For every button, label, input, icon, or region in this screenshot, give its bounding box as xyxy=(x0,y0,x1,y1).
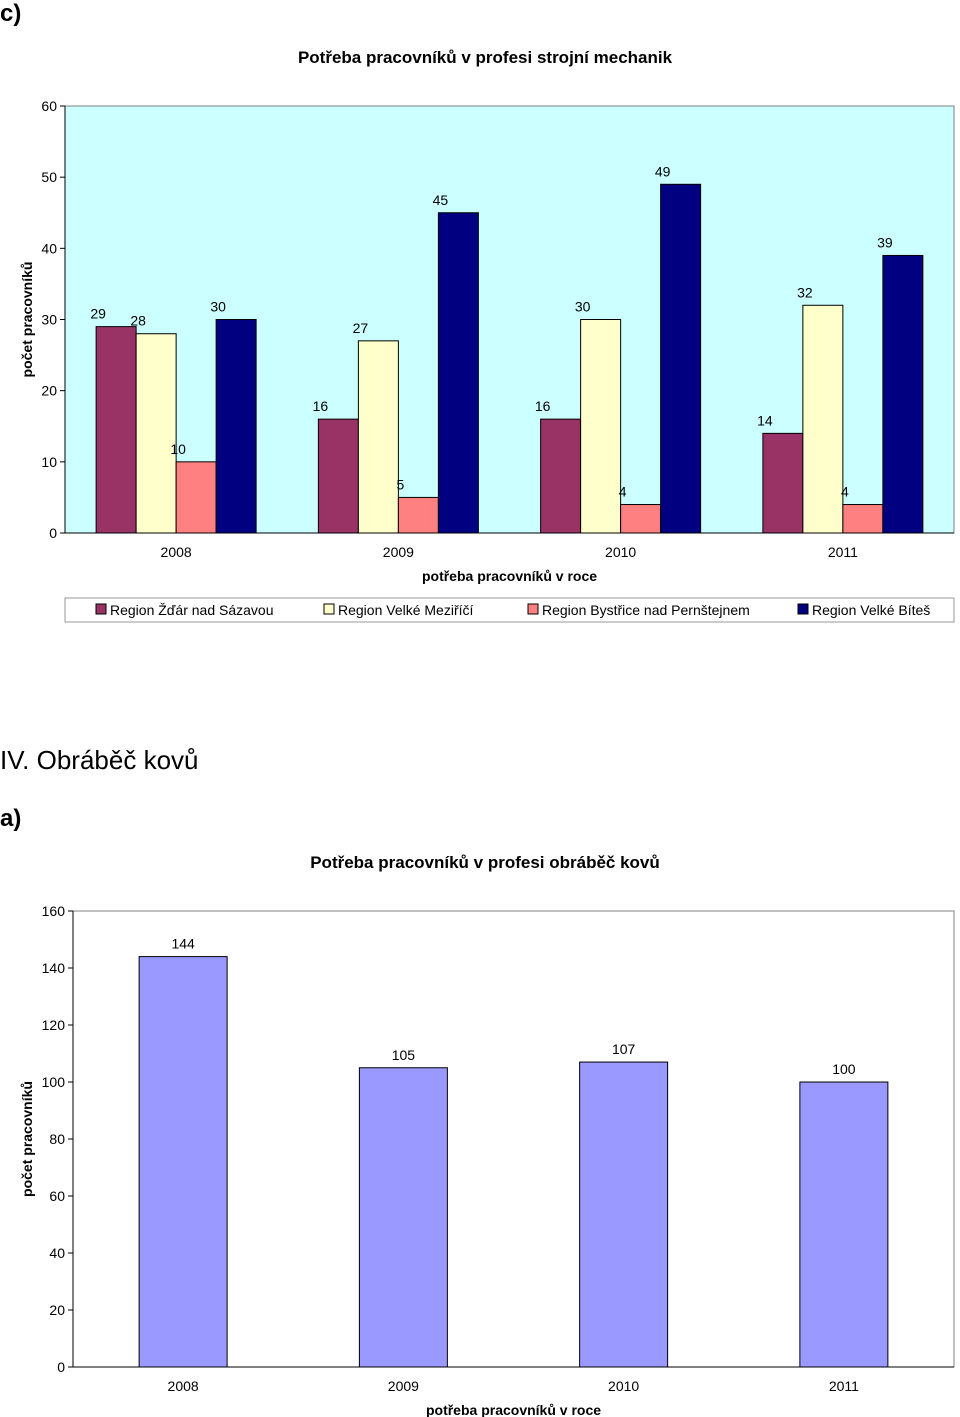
data-label: 14 xyxy=(757,412,773,428)
y-tick-label: 20 xyxy=(49,1302,65,1318)
chart-strojni-mechanik: Potřeba pracovníků v profesi strojní mec… xyxy=(19,48,955,623)
data-label: 107 xyxy=(612,1041,636,1057)
bar xyxy=(358,1067,448,1368)
bar xyxy=(397,496,439,534)
data-label: 39 xyxy=(877,234,893,250)
data-label: 10 xyxy=(170,441,186,457)
y-tick-label: 0 xyxy=(57,1359,65,1375)
bar xyxy=(437,212,479,534)
y-tick-label: 20 xyxy=(41,383,57,399)
data-label: 4 xyxy=(841,484,849,500)
bar xyxy=(580,319,622,534)
bar xyxy=(762,432,804,534)
chart-title: Potřeba pracovníků v profesi strojní mec… xyxy=(298,48,673,67)
data-label: 144 xyxy=(171,936,195,952)
y-tick-label: 40 xyxy=(49,1245,65,1261)
bar xyxy=(317,418,359,534)
y-tick-label: 140 xyxy=(42,960,66,976)
x-tick-label: 2009 xyxy=(388,1378,419,1394)
y-tick-label: 60 xyxy=(41,98,57,114)
x-tick-label: 2011 xyxy=(829,1378,859,1394)
bar xyxy=(799,1081,889,1368)
data-label: 4 xyxy=(619,484,627,500)
legend-swatch xyxy=(323,603,335,615)
bar xyxy=(138,956,228,1368)
x-tick-label: 2009 xyxy=(383,544,414,560)
legend-swatch xyxy=(797,603,809,615)
data-label: 45 xyxy=(433,192,449,208)
data-label: 105 xyxy=(392,1047,416,1063)
y-tick-label: 40 xyxy=(41,240,57,256)
bar xyxy=(215,319,257,534)
bar xyxy=(540,418,582,534)
x-tick-label: 2008 xyxy=(161,544,192,560)
x-axis-label: potřeba pracovníků v roce xyxy=(426,1402,601,1417)
legend-swatch xyxy=(95,603,107,615)
data-label: 16 xyxy=(535,398,551,414)
y-tick-label: 80 xyxy=(49,1131,65,1147)
data-label: 27 xyxy=(353,320,369,336)
legend-entry: Region Velké Meziříčí xyxy=(338,602,474,618)
y-tick-label: 30 xyxy=(41,312,57,328)
y-tick-label: 10 xyxy=(41,454,57,470)
legend-entry: Region Žďár nad Sázavou xyxy=(110,602,273,618)
data-label: 28 xyxy=(130,313,146,329)
x-tick-label: 2008 xyxy=(168,1378,199,1394)
x-axis-label: potřeba pracovníků v roce xyxy=(422,568,597,584)
bar xyxy=(882,254,924,534)
x-tick-label: 2011 xyxy=(828,544,858,560)
section-heading: IV. Obráběč kovů xyxy=(0,745,199,775)
data-label: 29 xyxy=(90,306,106,322)
bar xyxy=(135,333,177,534)
legend-entry: Region Velké Bíteš xyxy=(812,602,930,618)
bar xyxy=(620,504,662,534)
y-tick-label: 120 xyxy=(42,1017,66,1033)
y-axis-label: počet pracovníků xyxy=(19,1081,35,1197)
y-tick-label: 60 xyxy=(49,1188,65,1204)
data-label: 16 xyxy=(313,398,329,414)
legend-entry: Region Bystřice nad Pernštejnem xyxy=(542,602,750,618)
data-label: 30 xyxy=(210,299,226,315)
x-tick-label: 2010 xyxy=(605,544,636,560)
y-tick-label: 160 xyxy=(42,903,66,919)
y-tick-label: 50 xyxy=(41,169,57,185)
data-label: 49 xyxy=(655,163,671,179)
y-axis-label: počet pracovníků xyxy=(19,262,35,378)
data-label: 30 xyxy=(575,299,591,315)
data-label: 5 xyxy=(396,476,404,492)
chart-obrabec-kovu: Potřeba pracovníků v profesi obráběč kov… xyxy=(19,853,955,1417)
chart-title: Potřeba pracovníků v profesi obráběč kov… xyxy=(310,853,660,872)
section-label-c: c) xyxy=(0,0,22,27)
section-label-a: a) xyxy=(0,805,22,832)
bar xyxy=(175,461,217,534)
bar xyxy=(842,504,884,534)
data-label: 32 xyxy=(797,284,813,300)
y-tick-label: 100 xyxy=(42,1074,66,1090)
bar xyxy=(95,326,137,534)
x-tick-label: 2010 xyxy=(608,1378,639,1394)
bar xyxy=(802,304,844,534)
legend-swatch xyxy=(527,603,539,615)
bar xyxy=(357,340,399,534)
y-tick-label: 0 xyxy=(49,525,57,541)
bar xyxy=(579,1061,669,1368)
bar xyxy=(660,183,702,534)
data-label: 100 xyxy=(832,1061,856,1077)
